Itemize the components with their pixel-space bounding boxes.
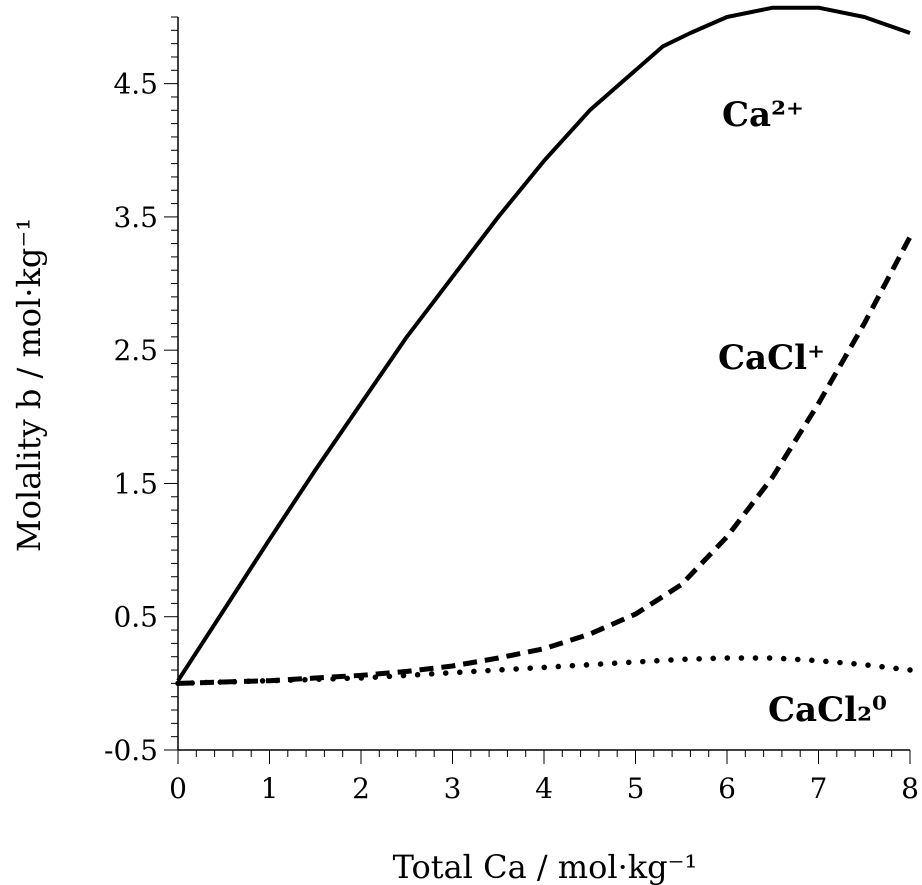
x-tick-label: 1	[261, 772, 279, 805]
y-tick-label: 0.5	[113, 601, 158, 634]
y-tick-label: 1.5	[113, 467, 158, 500]
x-tick-label: 2	[352, 772, 370, 805]
x-axis-title: Total Ca / mol·kg⁻¹	[393, 848, 698, 885]
y-tick-label: 4.5	[113, 68, 158, 101]
axes: -0.5 0.5 1.5 2.5 3.5 4.5 0 1 2 3 4 5 6 7 8	[104, 16, 919, 805]
y-tick-label: 3.5	[113, 201, 158, 234]
x-tick-label: 4	[535, 772, 553, 805]
series-labels: Ca²⁺ CaCl⁺ CaCl₂⁰	[718, 95, 887, 730]
series-layer	[175, 5, 913, 687]
series-line-2	[175, 655, 913, 687]
series-line-0	[176, 5, 911, 682]
x-tick-label: 5	[627, 772, 645, 805]
series-label-ca2plus: Ca²⁺	[722, 95, 804, 135]
x-tick-label: 0	[169, 772, 187, 805]
series-label-cacl2: CaCl₂⁰	[768, 690, 887, 730]
y-tick-label: -0.5	[104, 734, 158, 767]
y-axis-title: Molality b / mol·kg⁻¹	[10, 218, 48, 552]
y-tick-label: 2.5	[113, 334, 158, 367]
series-line-1	[177, 235, 913, 686]
x-tick-label: 3	[444, 772, 462, 805]
series-label-caclplus: CaCl⁺	[718, 338, 825, 378]
x-tick-label: 6	[718, 772, 736, 805]
x-tick-label: 8	[901, 772, 919, 805]
x-tick-label: 7	[810, 772, 828, 805]
